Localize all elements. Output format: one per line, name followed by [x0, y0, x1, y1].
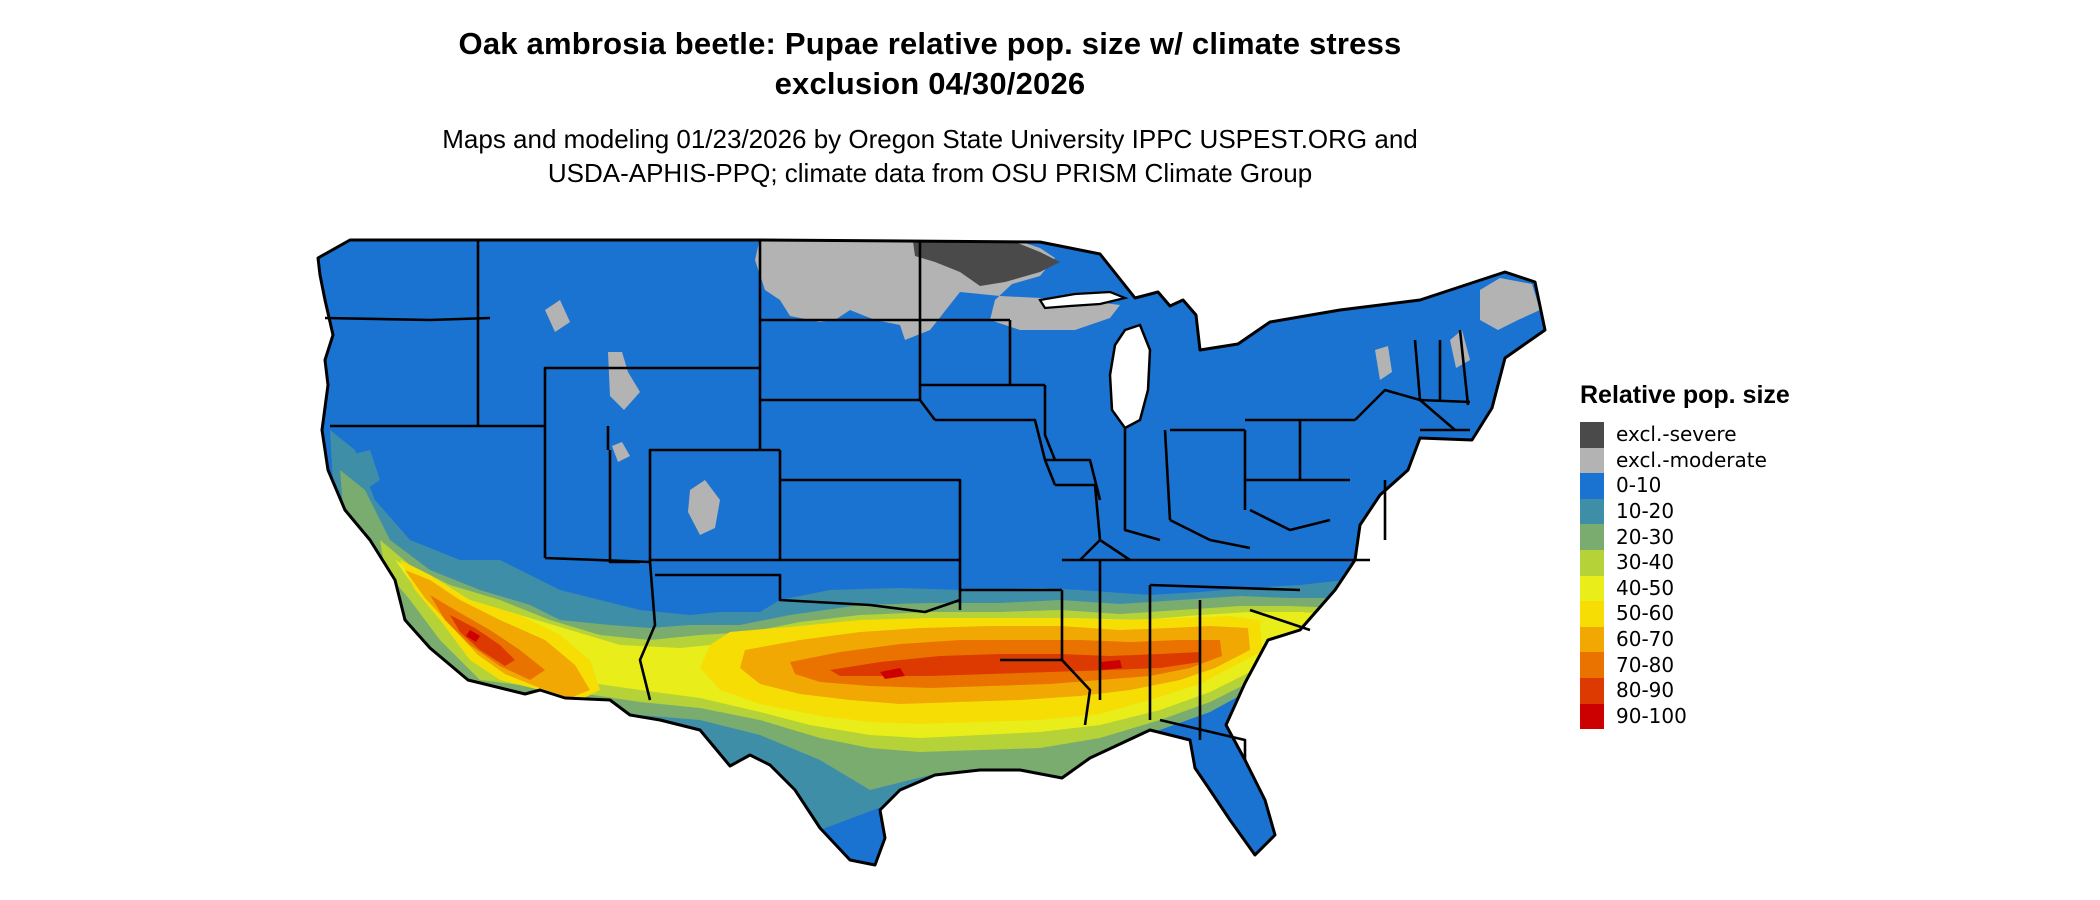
legend-swatch: [1580, 677, 1604, 704]
legend-swatch: [1580, 447, 1604, 474]
legend-label: 90-100: [1616, 703, 1687, 728]
legend-swatch: [1580, 601, 1604, 627]
legend-item: 60-70: [1580, 626, 2000, 653]
us-map-svg: [316, 238, 1547, 867]
legend-item: 50-60: [1580, 601, 2000, 627]
map-title-line-1: Oak ambrosia beetle: Pupae relative pop.…: [458, 26, 1402, 61]
legend-item: 10-20: [1580, 498, 2000, 525]
legend-label: 20-30: [1616, 524, 1675, 549]
legend-item: 90-100: [1580, 703, 2000, 730]
legend-item: excl.-severe: [1580, 422, 2000, 448]
legend-label: 10-20: [1616, 499, 1675, 524]
legend-swatch: [1580, 524, 1604, 550]
legend-label: 0-10: [1616, 473, 1662, 498]
legend-item: 0-10: [1580, 473, 2000, 499]
map-subtitle-line-1: Maps and modeling 01/23/2026 by Oregon S…: [442, 124, 1418, 154]
map-legend: Relative pop. size excl.-severe excl.-mod…: [1580, 380, 2000, 730]
legend-label: 60-70: [1616, 627, 1675, 652]
legend-label: excl.-moderate: [1616, 447, 1767, 472]
state-borders: [324, 240, 1471, 760]
legend-swatch: [1580, 422, 1604, 448]
legend-label: 50-60: [1616, 601, 1675, 626]
map-subtitle: Maps and modeling 01/23/2026 by Oregon S…: [330, 122, 1530, 190]
legend-label: excl.-severe: [1616, 422, 1737, 447]
legend-item: 80-90: [1580, 677, 2000, 704]
legend-swatch: [1580, 652, 1604, 678]
legend-swatch: [1580, 575, 1604, 602]
legend-item: 30-40: [1580, 549, 2000, 576]
legend-item: excl.-moderate: [1580, 447, 2000, 474]
legend-swatch: [1580, 498, 1604, 525]
map-subtitle-line-2: USDA-APHIS-PPQ; climate data from OSU PR…: [547, 158, 1313, 188]
legend-swatch: [1580, 473, 1604, 499]
legend-item: 40-50: [1580, 575, 2000, 602]
map-title: Oak ambrosia beetle: Pupae relative pop.…: [330, 24, 1530, 104]
legend-item: 20-30: [1580, 524, 2000, 550]
legend-label: 40-50: [1616, 575, 1675, 600]
legend-label: 70-80: [1616, 652, 1675, 677]
legend-label: 80-90: [1616, 678, 1675, 703]
legend-swatch: [1580, 626, 1604, 653]
legend-swatch: [1580, 549, 1604, 576]
legend-swatch: [1580, 703, 1604, 730]
us-population-map: [300, 215, 1560, 895]
legend-label: 30-40: [1616, 550, 1675, 575]
legend-item: 70-80: [1580, 652, 2000, 678]
map-title-line-2: exclusion 04/30/2026: [774, 66, 1086, 101]
legend-title: Relative pop. size: [1580, 381, 1790, 409]
legend-items: excl.-severe excl.-moderate 0-10 10-20 20-30…: [1580, 422, 2000, 730]
